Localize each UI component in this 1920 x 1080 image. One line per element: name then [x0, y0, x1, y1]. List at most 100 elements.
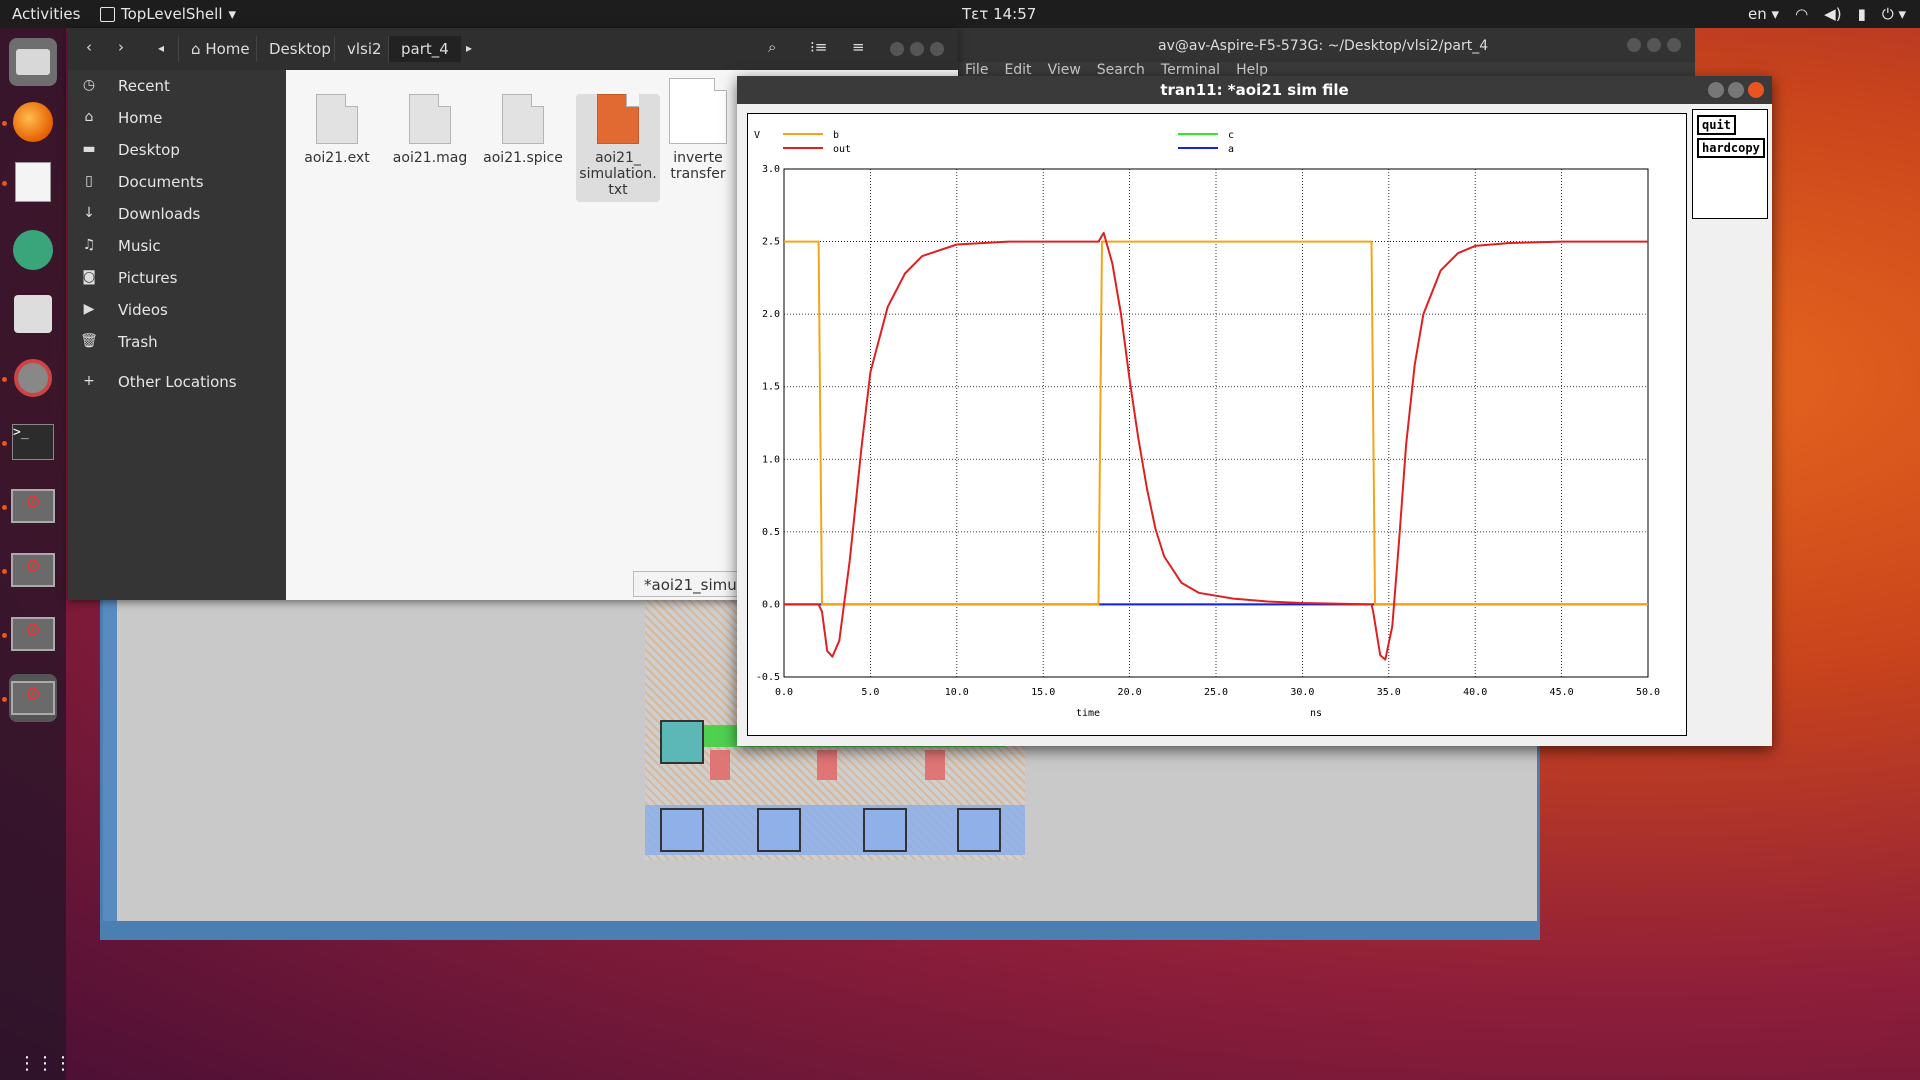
sidebar-item-documents[interactable]: ▯ Documents	[68, 168, 286, 196]
menu-file[interactable]: File	[965, 62, 989, 78]
vertical-scrollbar[interactable]	[103, 593, 117, 937]
clock-icon: ◷	[82, 77, 96, 93]
legend-label-a: a	[1228, 144, 1234, 155]
blocked-app-icon[interactable]: ⊘	[9, 546, 57, 594]
menu-icon[interactable]: ≡	[852, 38, 865, 56]
close-icon[interactable]	[930, 42, 944, 56]
text-editor-app-icon[interactable]	[9, 158, 57, 206]
y-axis-label: V	[754, 130, 760, 141]
trash-icon: 🗑	[80, 333, 98, 349]
menu-search[interactable]: Search	[1096, 62, 1145, 78]
maximize-icon[interactable]	[910, 42, 924, 56]
legend-label-c: c	[1228, 130, 1234, 141]
sidebar-item-desktop[interactable]: ▬ Desktop	[68, 136, 286, 164]
horizontal-scrollbar[interactable]	[103, 921, 1537, 937]
running-indicator	[2, 181, 7, 186]
app-menu[interactable]: TopLevelShell ▾	[100, 5, 236, 23]
battery-icon[interactable]: ▮	[1857, 5, 1866, 23]
menu-terminal[interactable]: Terminal	[1160, 62, 1221, 78]
menu-edit[interactable]: Edit	[1004, 62, 1032, 78]
file-item[interactable]: inverte transfer	[668, 78, 728, 182]
sidebar-item-downloads[interactable]: ↓ Downloads	[68, 200, 286, 228]
sidebar-item-music[interactable]: ♫ Music	[68, 232, 286, 260]
contact-cell	[957, 808, 1001, 852]
blocked-app-icon[interactable]: ⊘	[9, 674, 57, 722]
file-item[interactable]: aoi21.ext	[292, 94, 382, 166]
blocked-app-icon[interactable]: ⊘	[9, 610, 57, 658]
activities-button[interactable]: Activities	[12, 5, 81, 23]
breadcrumb-home[interactable]: ⌂ Home	[178, 36, 262, 62]
wifi-icon[interactable]: ◠	[1795, 5, 1809, 23]
breadcrumb-part-4[interactable]: part_4	[388, 36, 461, 62]
sidebar-item-other-locations[interactable]: + Other Locations	[68, 368, 286, 396]
files-window-controls[interactable]	[890, 42, 944, 56]
sidebar-item-recent[interactable]: ◷ Recent	[68, 72, 286, 100]
legend-label-out: out	[833, 144, 851, 155]
legend-label-b: b	[833, 130, 839, 141]
sim-window-title: tran11: *aoi21 sim file	[737, 76, 1772, 104]
y-tick-label: 3.0	[762, 164, 780, 175]
x-tick-label: 25.0	[1204, 687, 1228, 698]
plus-icon: +	[83, 373, 95, 389]
file-item[interactable]: aoi21.mag	[385, 94, 475, 166]
close-icon[interactable]	[1748, 82, 1764, 98]
maximize-icon[interactable]	[1728, 82, 1744, 98]
mixer-app-icon[interactable]	[9, 290, 57, 338]
hardcopy-button[interactable]: hardcopy	[1697, 138, 1765, 158]
series-line-b	[784, 240, 1648, 606]
path-right-icon[interactable]: ▸	[466, 41, 473, 55]
power-icon[interactable]: ⏻ ▾	[1881, 5, 1906, 23]
breadcrumb-vlsi2[interactable]: vlsi2	[334, 36, 394, 62]
editor-tab[interactable]: *aoi21_simu	[633, 571, 743, 597]
minimize-icon[interactable]	[1708, 82, 1724, 98]
sidebar-item-trash[interactable]: 🗑 Trash	[80, 333, 158, 351]
contact-cell	[660, 720, 704, 764]
files-app-icon[interactable]	[9, 38, 57, 86]
file-manager-headerbar: ‹ › ◂ ⌂ Home Desktop vlsi2 part_4 ▸ ⌕ ⁝≡…	[68, 28, 958, 70]
quit-button[interactable]: quit	[1697, 115, 1736, 135]
x-tick-label: 30.0	[1290, 687, 1314, 698]
forward-icon[interactable]: ›	[118, 38, 124, 56]
minimize-icon[interactable]	[1627, 38, 1641, 52]
file-item-selected[interactable]: aoi21_ simulation. txt	[576, 94, 660, 202]
x-tick-label: 50.0	[1636, 687, 1660, 698]
back-icon[interactable]: ‹	[86, 38, 92, 56]
app-menu-label: TopLevelShell	[121, 5, 223, 23]
view-options-icon[interactable]: ⁝≡	[810, 38, 828, 56]
top-bar: Activities TopLevelShell ▾ Τετ 14:57 en …	[0, 0, 1920, 28]
menu-view[interactable]: View	[1047, 62, 1081, 78]
menu-help[interactable]: Help	[1236, 62, 1268, 78]
contact-cell	[757, 808, 801, 852]
close-icon[interactable]	[1667, 38, 1681, 52]
firefox-app-icon[interactable]	[9, 98, 57, 146]
terminal-app-icon[interactable]: >_	[9, 418, 57, 466]
maximize-icon[interactable]	[1647, 38, 1661, 52]
running-indicator	[2, 697, 7, 702]
running-indicator	[2, 441, 7, 446]
y-tick-label: 1.5	[762, 382, 780, 393]
y-tick-label: 1.0	[762, 454, 780, 465]
path-left-icon[interactable]: ◂	[158, 41, 165, 55]
search-icon[interactable]: ⌕	[768, 38, 777, 56]
breadcrumb-desktop[interactable]: Desktop	[256, 36, 343, 62]
settings-tools-icon[interactable]	[9, 354, 57, 402]
home-icon: ⌂	[84, 109, 94, 125]
chevron-down-icon: ▾	[228, 5, 237, 23]
file-item[interactable]: aoi21.spice	[478, 94, 568, 166]
sim-window-controls[interactable]	[1708, 82, 1764, 98]
terminal-window-controls[interactable]	[1627, 38, 1681, 52]
clock[interactable]: Τετ 14:57	[962, 5, 1037, 23]
language-indicator[interactable]: en ▾	[1748, 5, 1780, 23]
minimize-icon[interactable]	[890, 42, 904, 56]
y-tick-label: 0.5	[762, 527, 780, 538]
system-tray[interactable]: en ▾ ◠ ◀) ▮ ⏻ ▾	[1748, 5, 1906, 23]
blocked-app-icon[interactable]: ⊘	[9, 482, 57, 530]
atom-app-icon[interactable]	[9, 226, 57, 274]
sidebar-item-videos[interactable]: ▶ Videos	[68, 296, 286, 324]
sidebar-item-pictures[interactable]: ◙ Pictures	[68, 264, 286, 292]
sidebar-item-home[interactable]: ⌂ Home	[68, 104, 286, 132]
sim-plot-window[interactable]: tran11: *aoi21 sim file 0.0 5.0 10.0 15.0 20…	[737, 76, 1772, 746]
volume-icon[interactable]: ◀)	[1824, 5, 1842, 23]
show-applications-icon[interactable]: ⋮⋮⋮	[18, 1053, 72, 1074]
x-tick-label: 35.0	[1377, 687, 1401, 698]
